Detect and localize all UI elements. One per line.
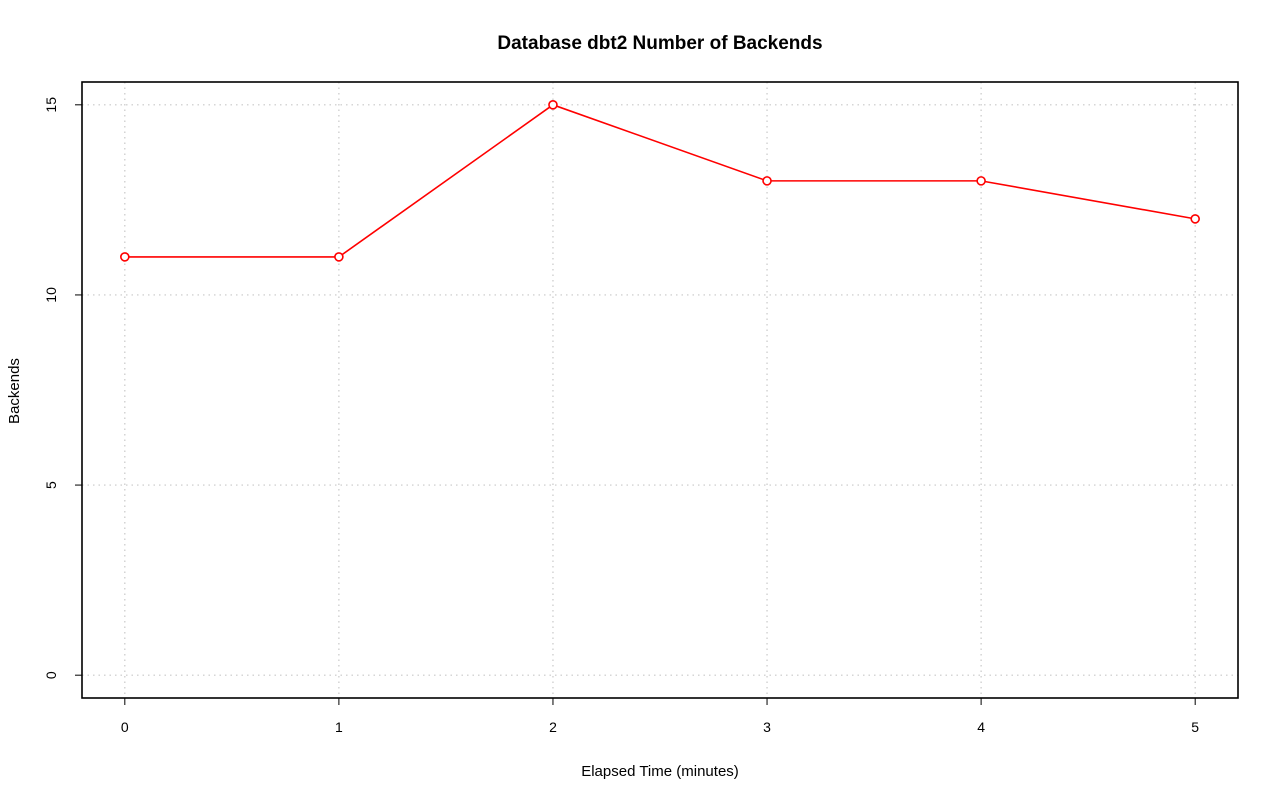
data-point bbox=[548, 100, 558, 110]
chart-title: Database dbt2 Number of Backends bbox=[497, 33, 822, 54]
y-tick-label: 0 bbox=[43, 671, 59, 679]
x-tick-label: 4 bbox=[977, 719, 985, 735]
x-tick-label: 0 bbox=[121, 719, 129, 735]
y-tick-label: 5 bbox=[43, 481, 59, 489]
data-point bbox=[976, 176, 986, 186]
data-point bbox=[334, 252, 344, 262]
y-axis-label: Backends bbox=[6, 358, 23, 424]
y-axis: 0 5 10 15 bbox=[43, 97, 82, 679]
x-axis-label: Elapsed Time (minutes) bbox=[581, 763, 739, 780]
series-line bbox=[124, 103, 1196, 258]
grid bbox=[82, 82, 1238, 698]
x-tick-label: 5 bbox=[1191, 719, 1199, 735]
data-point bbox=[762, 176, 772, 186]
x-tick-label: 3 bbox=[763, 719, 771, 735]
series bbox=[120, 100, 1200, 262]
y-tick-label: 10 bbox=[43, 287, 59, 303]
data-point bbox=[1190, 214, 1200, 224]
x-tick-label: 1 bbox=[335, 719, 343, 735]
data-point bbox=[120, 252, 130, 262]
y-tick-label: 15 bbox=[43, 97, 59, 113]
x-axis: 0 1 2 3 4 5 bbox=[121, 698, 1199, 735]
x-tick-label: 2 bbox=[549, 719, 557, 735]
plot-frame bbox=[81, 81, 1239, 699]
